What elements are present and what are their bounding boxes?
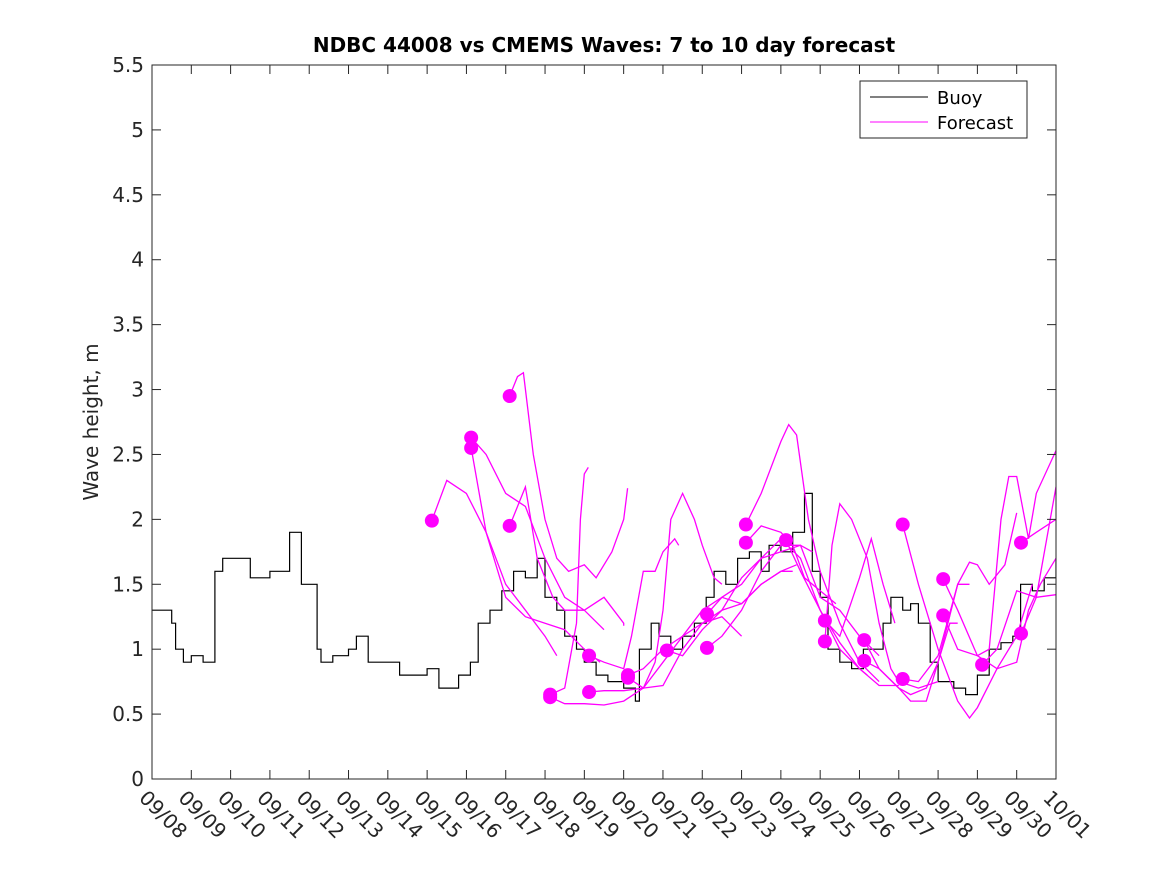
y-tick-label: 2.5 xyxy=(112,442,144,466)
y-tick-label: 1.5 xyxy=(112,572,144,596)
forecast-line xyxy=(706,537,868,676)
y-tick-label: 4.5 xyxy=(112,183,144,207)
forecast-line xyxy=(666,544,813,657)
forecast-start-point xyxy=(582,685,597,700)
forecast-line xyxy=(588,537,680,670)
y-axis-label: Wave height, m xyxy=(79,343,103,500)
forecast-line xyxy=(902,512,1018,683)
forecast-start-point xyxy=(936,572,951,587)
forecast-start-point xyxy=(857,633,872,648)
y-tick-label: 0 xyxy=(131,767,144,791)
y-tick-label: 1 xyxy=(131,637,144,661)
forecast-start-point xyxy=(699,607,714,622)
y-tick-label: 5.5 xyxy=(112,53,144,77)
forecast-line xyxy=(745,525,837,605)
chart-title: NDBC 44008 vs CMEMS Waves: 7 to 10 day f… xyxy=(313,33,896,57)
forecast-line xyxy=(549,467,589,696)
forecast-start-point xyxy=(502,389,517,404)
buoy-series-line xyxy=(152,492,1056,702)
y-tick-label: 3.5 xyxy=(112,313,144,337)
forecast-line xyxy=(942,557,1056,670)
forecast-line xyxy=(824,502,939,689)
forecast-line xyxy=(902,524,1034,720)
forecast-start-point xyxy=(738,535,753,550)
legend: Buoy Forecast xyxy=(859,80,1028,139)
forecast-line xyxy=(745,423,880,683)
forecast-start-point xyxy=(699,640,714,655)
forecast-start-point xyxy=(975,657,990,672)
forecast-start-point xyxy=(857,653,872,668)
y-tick-label: 3 xyxy=(131,378,144,402)
plot-frame xyxy=(151,64,1057,780)
forecast-start-point xyxy=(1014,535,1029,550)
forecast-start-point xyxy=(817,634,832,649)
forecast-line xyxy=(470,437,605,631)
forecast-line xyxy=(431,479,558,657)
forecast-start-point xyxy=(817,613,832,628)
forecast-line xyxy=(1020,486,1056,634)
y-tick-label: 0.5 xyxy=(112,702,144,726)
legend-forecast-label: Forecast xyxy=(937,113,1013,134)
forecast-start-point xyxy=(936,608,951,623)
forecast-start-point xyxy=(543,690,558,705)
forecast-start-point xyxy=(895,517,910,532)
forecast-line xyxy=(981,589,1056,666)
y-tick-label: 5 xyxy=(131,118,144,142)
forecast-start-point xyxy=(895,672,910,687)
forecast-start-point xyxy=(424,513,439,528)
forecast-start-point xyxy=(778,533,793,548)
forecast-line xyxy=(824,536,896,638)
forecast-start-point xyxy=(738,517,753,532)
y-tick-label: 2 xyxy=(131,507,144,531)
forecast-start-point xyxy=(464,440,479,455)
forecast-start-point xyxy=(620,670,635,685)
forecast-line xyxy=(589,615,743,693)
legend-buoy-label: Buoy xyxy=(937,88,983,109)
forecast-start-point xyxy=(659,643,674,658)
forecast-line xyxy=(470,447,601,663)
forecast-line xyxy=(627,564,797,689)
forecast-start-point xyxy=(582,648,597,663)
forecast-line xyxy=(942,450,1056,657)
forecast-line xyxy=(549,491,723,706)
forecast-start-point xyxy=(502,518,517,533)
forecast-start-point xyxy=(1014,626,1029,641)
forecast-line xyxy=(509,371,629,579)
forecast-line xyxy=(509,484,625,626)
forecast-line xyxy=(785,539,899,687)
forecast-start-point xyxy=(464,430,479,445)
y-tick-label: 4 xyxy=(131,248,144,272)
